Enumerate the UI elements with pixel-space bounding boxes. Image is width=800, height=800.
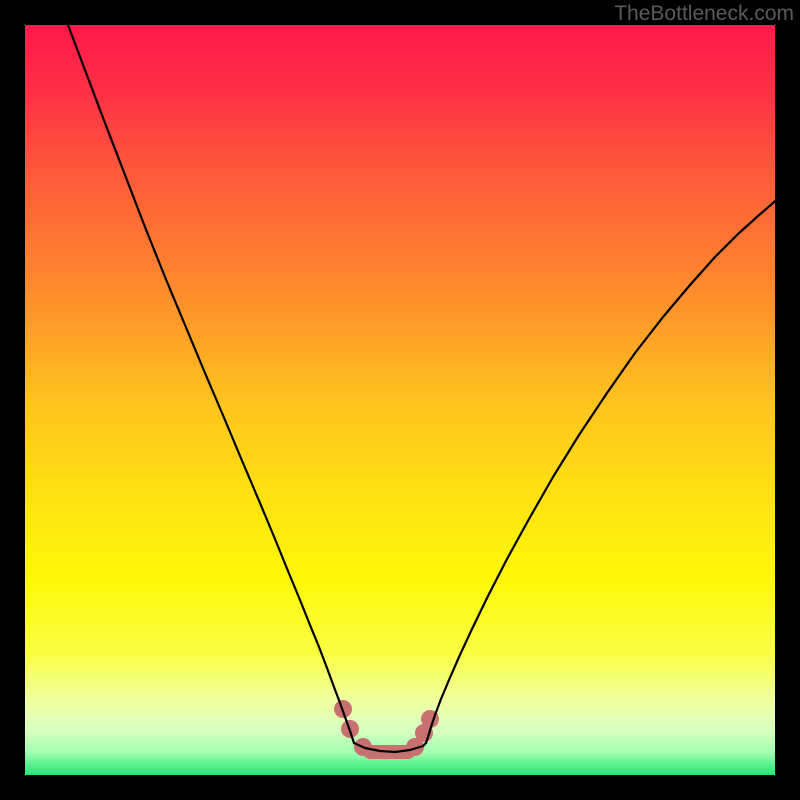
- watermark-text: TheBottleneck.com: [614, 2, 794, 26]
- curve-overlay: [25, 25, 775, 775]
- curve-right: [426, 201, 775, 743]
- curve-left: [68, 25, 354, 743]
